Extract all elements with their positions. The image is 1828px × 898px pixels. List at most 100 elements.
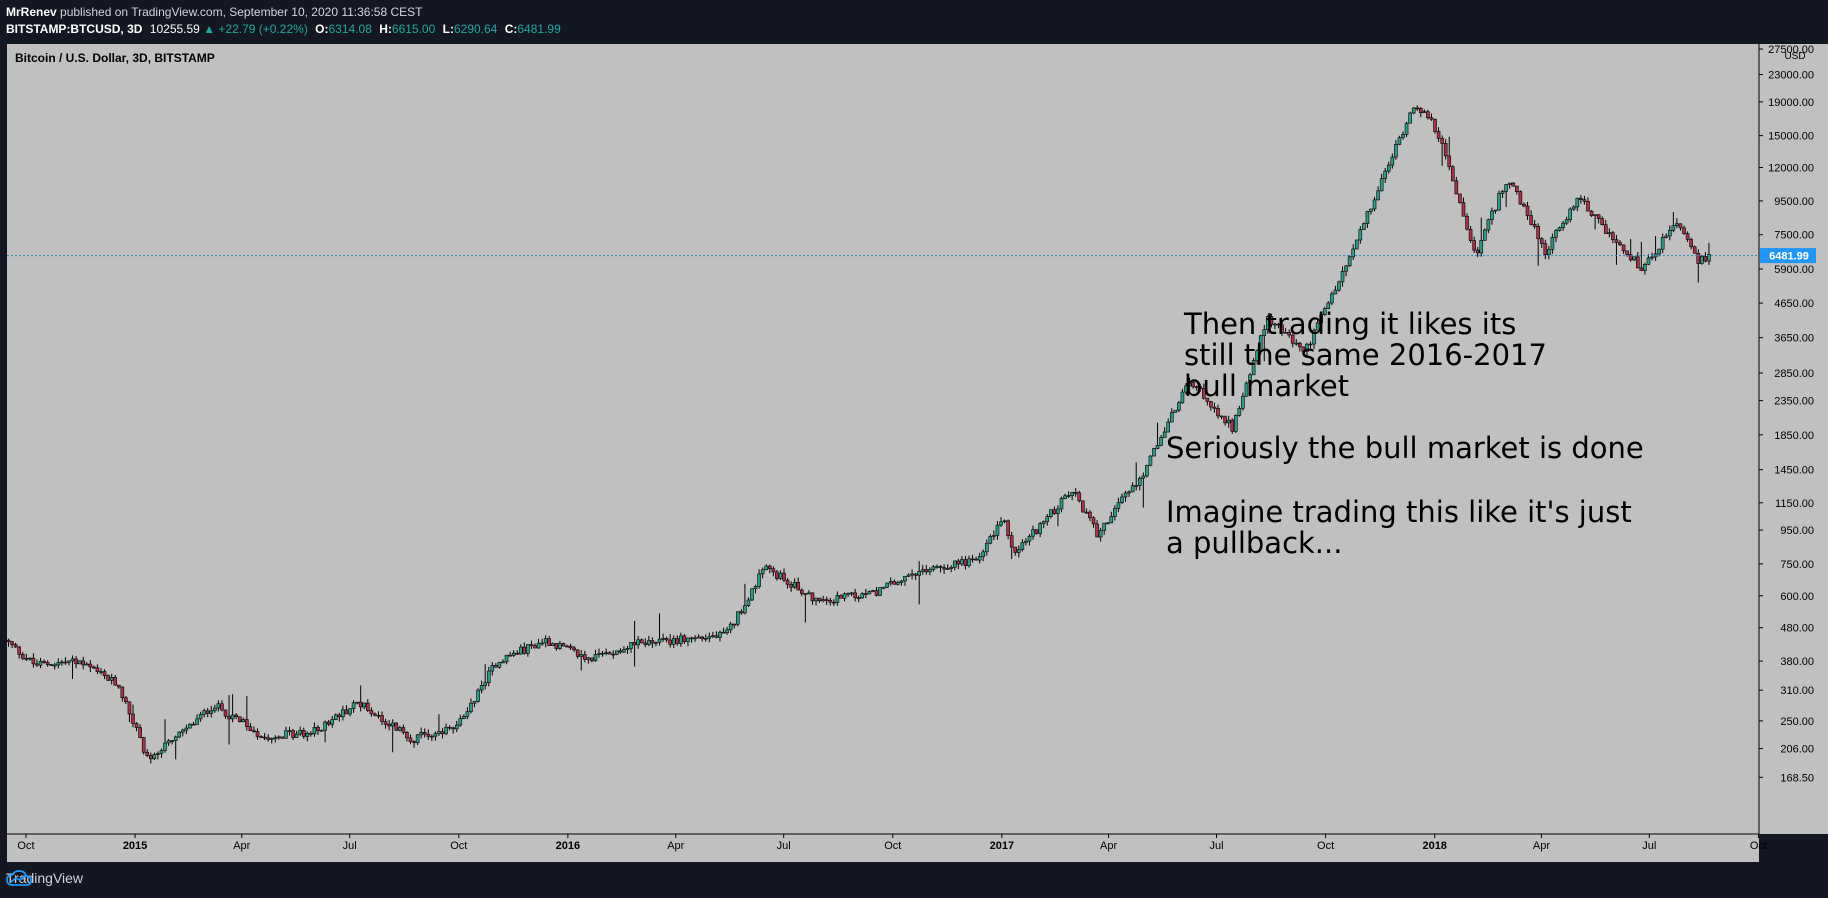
candle	[440, 728, 445, 739]
candle	[1013, 546, 1018, 556]
candle	[1312, 328, 1316, 349]
candle	[1113, 505, 1117, 521]
time-tick-label: Jul	[777, 840, 791, 852]
candle	[1155, 422, 1160, 450]
candle	[771, 566, 776, 577]
candle	[992, 530, 996, 541]
candle	[970, 554, 975, 563]
candle	[782, 568, 786, 583]
candle	[476, 688, 480, 703]
candle	[127, 701, 132, 723]
candle	[803, 593, 808, 623]
candle	[775, 569, 779, 581]
author-name[interactable]: MrRenev	[6, 5, 57, 19]
footer	[0, 862, 1828, 898]
candle	[1518, 190, 1523, 205]
candle	[558, 640, 562, 650]
candle	[1575, 197, 1580, 212]
candle	[1596, 214, 1601, 224]
candle	[74, 656, 78, 669]
candle	[1486, 218, 1491, 234]
candle	[1550, 233, 1555, 254]
price-tick-label: 1850.00	[1774, 430, 1814, 442]
price-tick-label: 23000.00	[1768, 70, 1814, 82]
candle	[227, 695, 231, 745]
candle	[508, 651, 512, 657]
candle	[618, 648, 623, 654]
price-tick-label: 2350.00	[1774, 396, 1814, 408]
candle	[333, 713, 338, 721]
candle	[1209, 400, 1213, 411]
candle	[1162, 427, 1167, 438]
candle	[269, 737, 274, 744]
candle	[1340, 266, 1345, 287]
candle	[454, 720, 459, 733]
candle	[188, 723, 192, 729]
candle	[668, 634, 672, 648]
candle	[1077, 490, 1082, 503]
candle	[515, 650, 520, 655]
symbol-label[interactable]: BITSTAMP:BTCUSD, 3D	[6, 22, 143, 36]
tradingview-logo[interactable]: TradingView	[6, 870, 83, 886]
price-tick-label: 4650.00	[1774, 298, 1814, 310]
candle	[490, 662, 495, 676]
high-label: H:	[379, 22, 392, 36]
candle	[1451, 165, 1455, 182]
candle	[650, 637, 655, 648]
candle	[935, 564, 939, 569]
candle	[1664, 233, 1669, 239]
price-axis[interactable]	[1759, 44, 1828, 834]
candle	[1273, 322, 1277, 330]
candle	[369, 707, 374, 717]
candle	[195, 714, 199, 725]
last-price-tag: 6481.99	[1760, 248, 1816, 264]
candle	[1287, 329, 1291, 338]
candle	[767, 564, 772, 574]
candle	[1386, 161, 1391, 174]
time-tick-label: Apr	[667, 840, 684, 852]
candle	[412, 740, 416, 748]
candle	[405, 731, 409, 742]
price-tick-label: 19000.00	[1768, 97, 1814, 109]
candle	[572, 645, 576, 652]
candle	[1472, 236, 1476, 253]
candle	[1607, 228, 1612, 238]
candle	[191, 721, 196, 726]
candle	[1290, 334, 1295, 348]
time-axis[interactable]	[7, 834, 1759, 862]
close-label: C:	[504, 22, 518, 36]
candle	[888, 577, 893, 586]
candle	[582, 650, 587, 663]
candle	[682, 634, 687, 644]
candle	[1582, 195, 1587, 205]
candle	[931, 565, 936, 572]
candle	[938, 565, 943, 573]
candle	[1091, 516, 1096, 528]
candle	[1102, 522, 1106, 535]
time-tick-label: Apr	[1100, 840, 1117, 852]
candle	[743, 583, 747, 615]
low-label: L:	[442, 22, 454, 36]
candle	[1034, 529, 1039, 535]
candle	[995, 521, 1000, 540]
candle	[942, 564, 946, 575]
candle	[1372, 196, 1377, 212]
candle	[408, 734, 413, 745]
candle	[1276, 323, 1281, 329]
candle	[223, 709, 228, 719]
candle	[568, 643, 573, 650]
candle	[280, 736, 285, 739]
candle	[824, 596, 829, 605]
candle	[1255, 349, 1259, 365]
candle	[173, 735, 178, 760]
candle	[504, 654, 509, 665]
price-chart[interactable]: Bitcoin / U.S. Dollar, 3D, BITSTAMP 2750…	[0, 0, 1828, 862]
candle	[1436, 127, 1441, 143]
candle	[1635, 252, 1640, 269]
candle	[1568, 207, 1572, 223]
candle	[1529, 210, 1533, 226]
candle	[1692, 245, 1697, 254]
candle	[248, 722, 253, 732]
candle	[821, 595, 825, 603]
candle	[262, 732, 267, 741]
